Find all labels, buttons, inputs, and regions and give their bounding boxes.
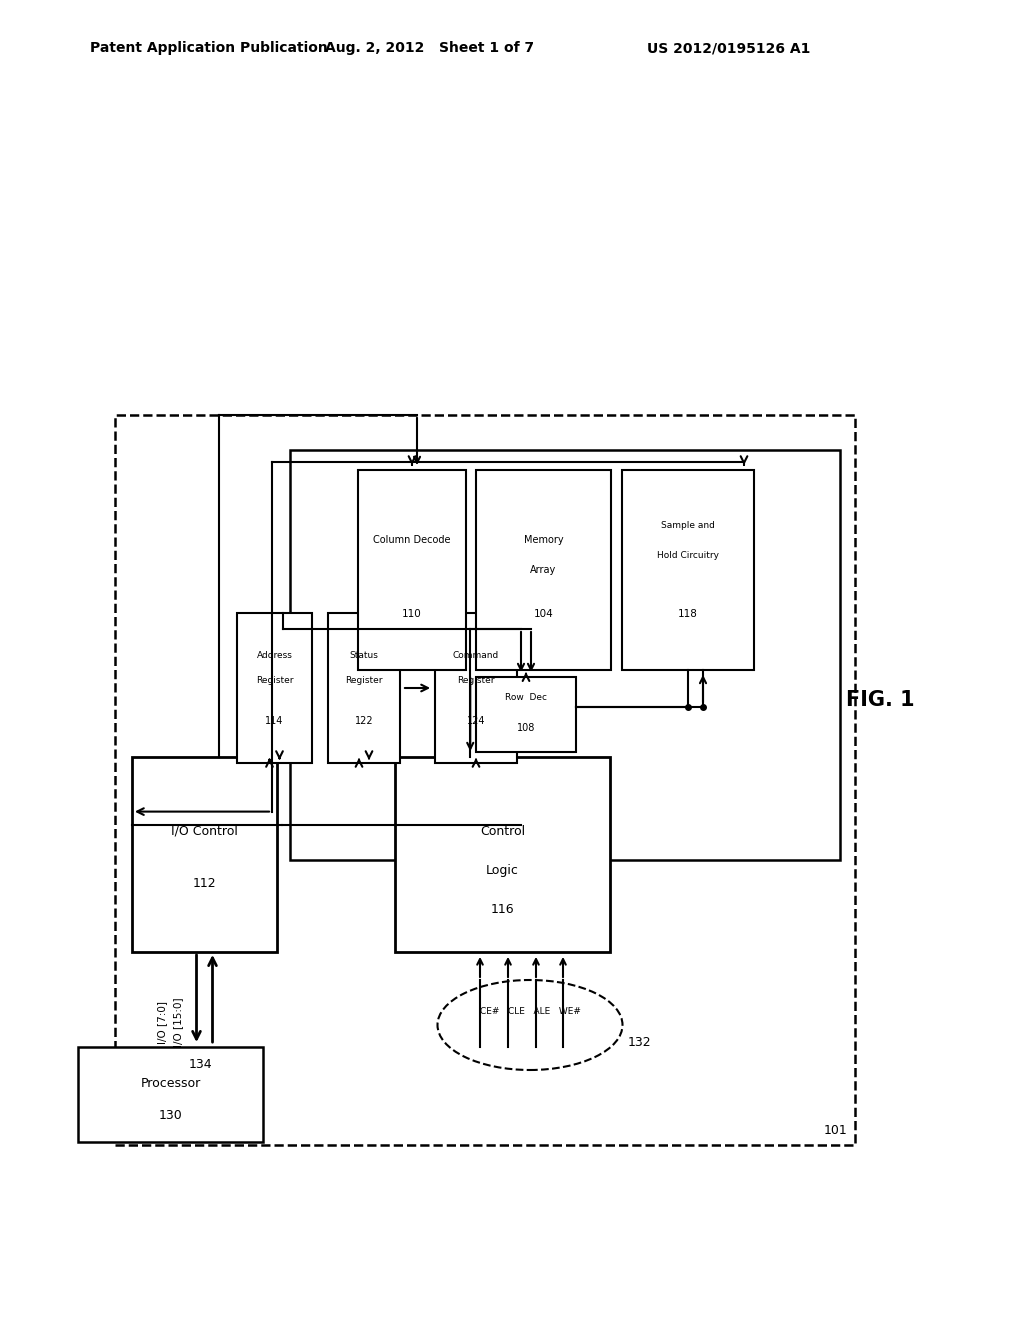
Text: 132: 132 (628, 1035, 651, 1048)
Text: Array: Array (530, 565, 557, 576)
Bar (622, 470, 754, 671)
Bar (237, 612, 312, 763)
Text: Logic: Logic (486, 863, 519, 876)
Text: 124: 124 (467, 715, 485, 726)
Text: Status: Status (349, 651, 379, 660)
Text: 130: 130 (159, 1109, 182, 1122)
Text: 116: 116 (490, 903, 514, 916)
Text: 134: 134 (188, 1059, 212, 1072)
Bar (78, 1047, 263, 1142)
Bar (476, 470, 611, 671)
Text: 122: 122 (354, 715, 374, 726)
Text: Register: Register (345, 676, 383, 685)
Text: 114: 114 (265, 715, 284, 726)
Text: Register: Register (256, 676, 293, 685)
Bar (476, 677, 575, 752)
Bar (435, 612, 517, 763)
Bar (358, 470, 466, 671)
Text: Address: Address (257, 651, 293, 660)
Text: FIG. 1: FIG. 1 (846, 690, 914, 710)
Text: Register: Register (458, 676, 495, 685)
Text: Sample and: Sample and (662, 521, 715, 531)
Text: I/O Control: I/O Control (171, 825, 238, 838)
Text: I/O [7:0]: I/O [7:0] (157, 1001, 167, 1044)
Text: Hold Circuitry: Hold Circuitry (657, 552, 719, 561)
Ellipse shape (437, 979, 623, 1071)
Bar (290, 450, 840, 861)
Bar (132, 756, 278, 952)
Text: Processor: Processor (140, 1077, 201, 1089)
Text: 104: 104 (534, 609, 553, 619)
Text: CE#   CLE   ALE   WE#: CE# CLE ALE WE# (479, 1007, 581, 1016)
Bar (328, 612, 400, 763)
Bar (115, 414, 855, 1144)
Text: US 2012/0195126 A1: US 2012/0195126 A1 (646, 41, 810, 55)
Text: Aug. 2, 2012   Sheet 1 of 7: Aug. 2, 2012 Sheet 1 of 7 (326, 41, 535, 55)
Text: Control: Control (480, 825, 525, 838)
Bar (395, 756, 610, 952)
Text: 118: 118 (678, 609, 698, 619)
Text: 110: 110 (402, 609, 422, 619)
Text: 101: 101 (823, 1125, 847, 1137)
Text: 112: 112 (193, 878, 216, 890)
Text: Patent Application Publication: Patent Application Publication (90, 41, 328, 55)
Text: Column Decode: Column Decode (374, 535, 451, 545)
Text: Command: Command (453, 651, 499, 660)
Text: Row  Dec: Row Dec (505, 693, 547, 702)
Text: Memory: Memory (523, 535, 563, 545)
Text: I/O [15:0]: I/O [15:0] (173, 997, 183, 1047)
Text: 108: 108 (517, 723, 536, 733)
